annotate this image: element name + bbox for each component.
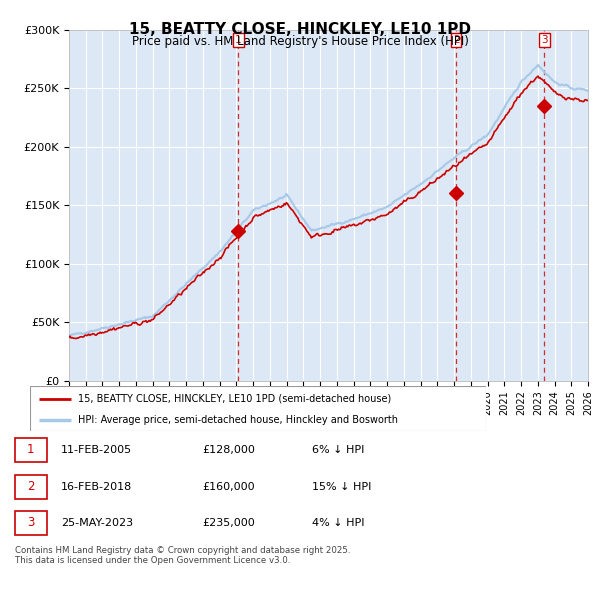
Text: 3: 3 bbox=[541, 35, 548, 45]
Text: 1: 1 bbox=[235, 35, 242, 45]
Text: Price paid vs. HM Land Registry's House Price Index (HPI): Price paid vs. HM Land Registry's House … bbox=[131, 35, 469, 48]
FancyBboxPatch shape bbox=[15, 438, 47, 461]
FancyBboxPatch shape bbox=[15, 510, 47, 535]
Text: Contains HM Land Registry data © Crown copyright and database right 2025.
This d: Contains HM Land Registry data © Crown c… bbox=[15, 546, 350, 565]
Text: 11-FEB-2005: 11-FEB-2005 bbox=[61, 445, 132, 454]
Text: 25-MAY-2023: 25-MAY-2023 bbox=[61, 517, 133, 527]
Text: £235,000: £235,000 bbox=[202, 517, 255, 527]
Text: £128,000: £128,000 bbox=[202, 445, 255, 454]
Text: £160,000: £160,000 bbox=[202, 482, 255, 491]
Text: 15, BEATTY CLOSE, HINCKLEY, LE10 1PD: 15, BEATTY CLOSE, HINCKLEY, LE10 1PD bbox=[129, 22, 471, 37]
Text: 15, BEATTY CLOSE, HINCKLEY, LE10 1PD (semi-detached house): 15, BEATTY CLOSE, HINCKLEY, LE10 1PD (se… bbox=[78, 394, 391, 404]
Text: HPI: Average price, semi-detached house, Hinckley and Bosworth: HPI: Average price, semi-detached house,… bbox=[78, 415, 398, 425]
FancyBboxPatch shape bbox=[15, 475, 47, 499]
Text: 16-FEB-2018: 16-FEB-2018 bbox=[61, 482, 132, 491]
Text: 6% ↓ HPI: 6% ↓ HPI bbox=[311, 445, 364, 454]
Text: 4% ↓ HPI: 4% ↓ HPI bbox=[311, 517, 364, 527]
Text: 15% ↓ HPI: 15% ↓ HPI bbox=[311, 482, 371, 491]
Text: 2: 2 bbox=[453, 35, 460, 45]
Text: 3: 3 bbox=[27, 516, 34, 529]
Text: 2: 2 bbox=[27, 480, 34, 493]
Text: 1: 1 bbox=[27, 443, 34, 456]
